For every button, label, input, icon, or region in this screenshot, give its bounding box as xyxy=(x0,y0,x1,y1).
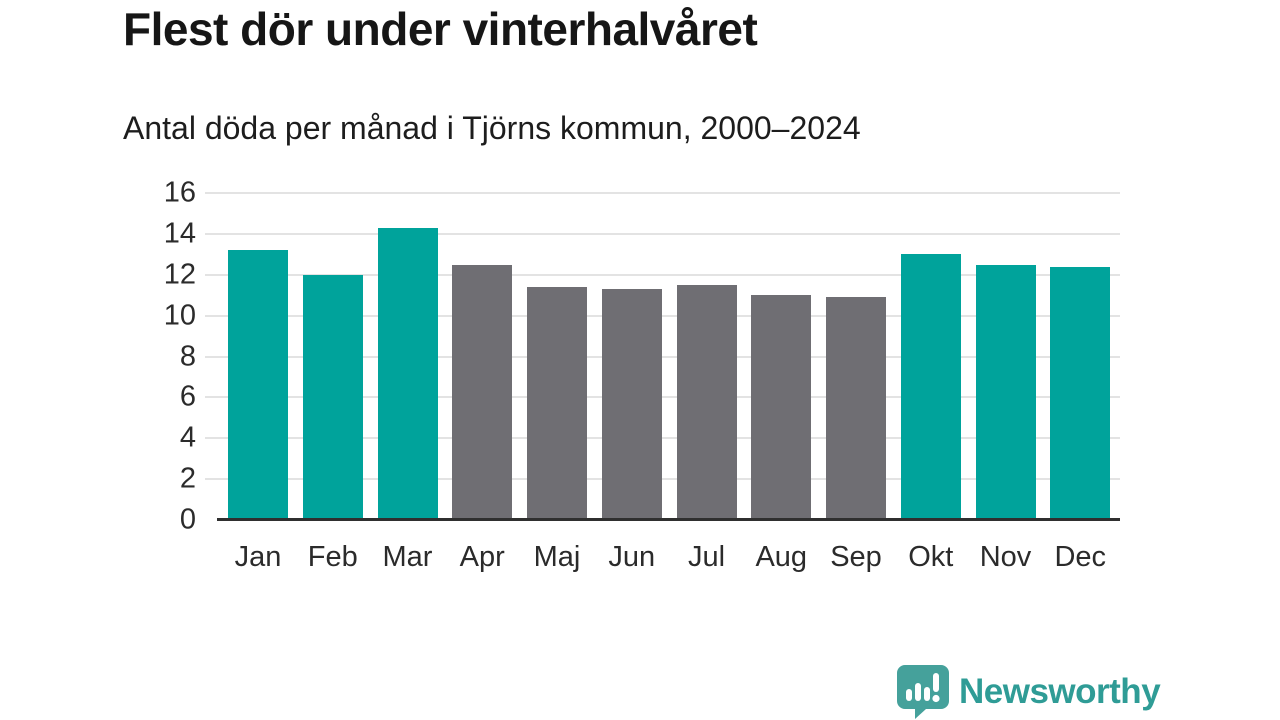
gridline-8 xyxy=(205,355,1120,358)
chart-subtitle: Antal döda per månad i Tjörns kommun, 20… xyxy=(123,110,861,146)
bar-apr xyxy=(452,264,513,520)
brand-footer: Newsworthy xyxy=(896,664,1161,719)
newsworthy-logo-icon xyxy=(897,665,949,719)
bar-feb xyxy=(302,274,363,520)
gridline-12 xyxy=(205,273,1120,276)
x-tick-label-feb: Feb xyxy=(307,541,358,573)
bar-jun xyxy=(601,289,662,520)
x-tick-label-jun: Jun xyxy=(608,541,656,573)
bar-aug xyxy=(751,295,812,520)
y-tick-label-2: 2 xyxy=(179,462,196,495)
x-tick-label-mar: Mar xyxy=(382,541,433,573)
x-tick-label-jul: Jul xyxy=(687,541,726,573)
gridline-6 xyxy=(205,396,1120,399)
y-tick-label-8: 8 xyxy=(179,340,196,372)
brand-wordmark: Newsworthy xyxy=(959,671,1161,711)
y-tick-label-12: 12 xyxy=(163,258,196,291)
y-tick-label-4: 4 xyxy=(179,421,196,454)
gridline-4 xyxy=(205,437,1120,440)
bar-sep xyxy=(826,297,886,520)
y-tick-label-14: 14 xyxy=(163,217,196,250)
bar-nov xyxy=(975,264,1036,520)
x-tick-label-sep: Sep xyxy=(830,541,882,573)
bar-jan xyxy=(228,250,288,520)
y-tick-label-10: 10 xyxy=(163,299,196,332)
y-tick-label-6: 6 xyxy=(179,380,196,413)
bar-okt xyxy=(900,254,961,520)
bar-maj xyxy=(527,287,587,520)
bar-jul xyxy=(676,284,737,520)
y-tick-label-0: 0 xyxy=(179,503,196,536)
gridline-14 xyxy=(205,232,1120,235)
x-tick-label-aug: Aug xyxy=(755,541,808,573)
x-axis-line xyxy=(217,518,1120,521)
plot-area xyxy=(205,192,1120,520)
y-tick-label-16: 16 xyxy=(163,176,196,209)
gridline-16 xyxy=(205,192,1120,194)
x-axis-tick-labels: Jan Feb Mar Apr Maj Jun Jul Aug Sep Okt Nov Dec xyxy=(217,541,1120,581)
gridline-2 xyxy=(205,478,1120,481)
bar-mar xyxy=(377,227,438,520)
chart-title: Flest dör under vinterhalvåret xyxy=(123,3,758,55)
y-axis-tick-labels: 0 2 4 6 8 10 12 14 16 xyxy=(110,177,196,536)
x-tick-label-apr: Apr xyxy=(459,541,505,573)
bar-dec xyxy=(1050,266,1111,520)
x-tick-label-dec: Dec xyxy=(1054,541,1107,573)
x-tick-label-nov: Nov xyxy=(979,541,1032,573)
x-tick-label-okt: Okt xyxy=(908,541,954,573)
x-tick-label-jan: Jan xyxy=(234,541,282,573)
x-tick-label-maj: Maj xyxy=(533,541,581,573)
gridline-10 xyxy=(205,314,1120,317)
